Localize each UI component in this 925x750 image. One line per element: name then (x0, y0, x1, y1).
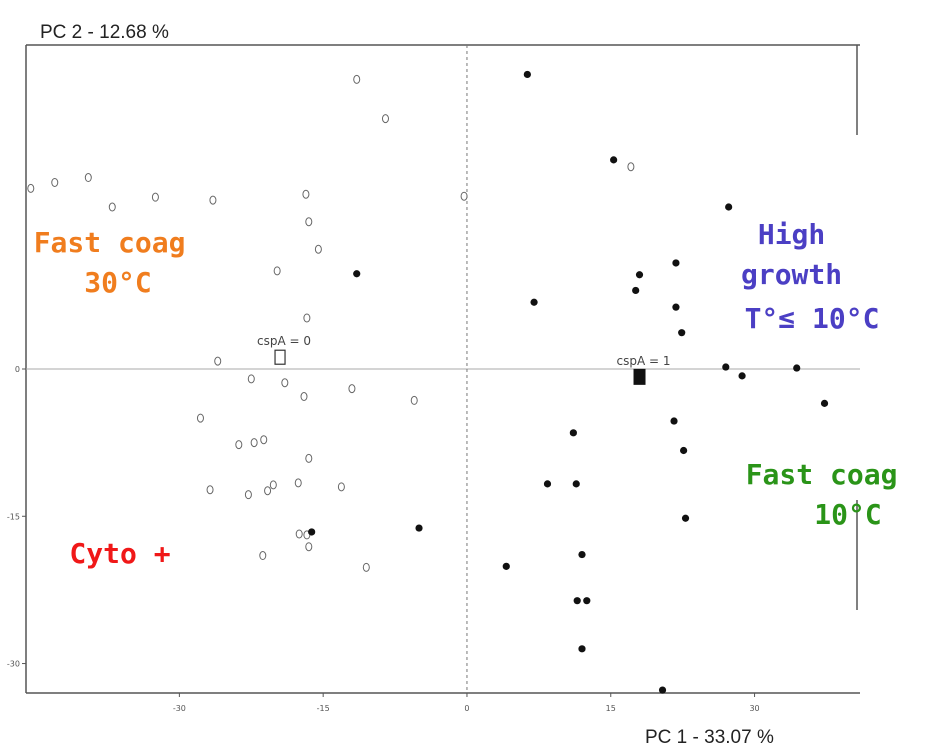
data-point-filled (578, 550, 586, 559)
data-point-filled (308, 528, 316, 536)
data-point-open (273, 266, 281, 276)
data-point-open (303, 313, 311, 323)
data-point-filled (502, 562, 510, 570)
data-point-open (294, 478, 302, 488)
data-point-filled (681, 514, 690, 522)
data-point-filled (632, 286, 640, 295)
data-point-filled (353, 270, 361, 278)
data-point-open (247, 374, 255, 384)
data-point-open (259, 551, 267, 561)
annotation-line: T°≤ 10°C (745, 302, 880, 335)
data-point-open (51, 177, 59, 187)
data-point-open (353, 74, 361, 84)
annotation-line: Fast coag (34, 226, 186, 259)
data-point-open (214, 356, 222, 366)
group-centroids: cspA = 0 cspA = 1 (257, 334, 671, 385)
annotations: Fast coag 30°C High growth T°≤ 10°C Fast… (34, 218, 915, 570)
centroid-label: cspA = 0 (257, 334, 311, 348)
y-tick-label: -15 (7, 512, 20, 521)
data-point-filled (793, 364, 801, 372)
data-point-filled (820, 399, 829, 407)
data-point-open (206, 485, 214, 495)
data-point-open (410, 395, 418, 405)
data-point-open (260, 435, 268, 445)
data-points (27, 70, 829, 694)
x-tick-label: -30 (173, 704, 186, 713)
annotation-line: 30°C (84, 266, 151, 299)
annotation-line: Cyto + (69, 537, 170, 570)
data-point-open (84, 173, 92, 183)
data-point-filled (738, 372, 746, 380)
y-axis-title: PC 2 - 12.68 % (40, 22, 169, 43)
centroid-label: cspA = 1 (617, 354, 671, 368)
x-tick-label: -15 (317, 704, 330, 713)
data-point-open (314, 244, 322, 254)
data-point-open (250, 438, 258, 448)
annotation-line: growth (741, 258, 842, 291)
x-axis-title: PC 1 - 33.07 % (645, 727, 774, 748)
data-point-filled (680, 446, 688, 455)
data-point-filled (572, 480, 580, 488)
data-point-open (151, 192, 159, 202)
annotation-fast-coag-30: Fast coag 30°C (34, 226, 203, 299)
data-point-open (305, 542, 313, 552)
data-point-open (281, 378, 289, 388)
annotation-line: Fast coag (746, 458, 898, 491)
data-point-filled (678, 329, 686, 337)
annotation-line: High (758, 218, 825, 251)
axis-ticks: -30 -15 0 15 30 0 -15 -30 (7, 365, 760, 713)
data-point-filled (543, 480, 552, 488)
data-point-open (337, 482, 345, 492)
data-point-open (209, 195, 217, 205)
centroid-marker-cspA-0 (274, 349, 286, 365)
data-point-open (269, 480, 277, 490)
data-point-open (27, 183, 35, 193)
data-point-open (362, 562, 370, 572)
data-point-filled (523, 70, 531, 79)
data-point-open (108, 202, 116, 212)
data-point-filled (573, 597, 581, 605)
data-point-filled (569, 429, 577, 437)
data-point-open (244, 490, 252, 500)
data-point-filled (672, 303, 680, 311)
data-point-open (460, 191, 468, 201)
data-point-filled (578, 645, 586, 653)
data-point-filled (635, 271, 644, 279)
data-point-open (295, 529, 303, 539)
annotation-fast-coag-10: Fast coag 10°C (746, 458, 915, 531)
data-point-filled (722, 363, 730, 371)
data-point-open (305, 217, 313, 227)
data-point-open (302, 189, 310, 199)
data-point-filled (658, 686, 667, 694)
x-tick-label: 15 (606, 704, 616, 713)
data-point-open (381, 114, 389, 124)
y-tick-label: 0 (15, 365, 20, 374)
data-point-filled (610, 156, 618, 164)
data-point-filled (415, 524, 423, 532)
centroid-marker-cspA-1 (633, 368, 646, 385)
data-point-open (235, 440, 243, 450)
annotation-cyto-plus: Cyto + (69, 537, 170, 570)
data-point-open (627, 162, 635, 172)
data-point-open (300, 391, 308, 401)
data-point-filled (583, 597, 591, 605)
annotation-high-growth: High growth T°≤ 10°C (741, 218, 879, 335)
data-point-filled (670, 417, 678, 425)
annotation-line: 10°C (814, 498, 881, 531)
data-point-open (348, 384, 356, 394)
data-point-filled (725, 203, 733, 211)
data-point-filled (672, 259, 680, 267)
data-point-open (196, 413, 204, 423)
y-tick-label: -30 (7, 660, 20, 669)
x-tick-label: 30 (749, 704, 759, 713)
data-point-open (264, 486, 272, 496)
data-point-open (305, 453, 313, 463)
x-tick-label: 0 (464, 704, 469, 713)
data-point-filled (530, 298, 538, 306)
